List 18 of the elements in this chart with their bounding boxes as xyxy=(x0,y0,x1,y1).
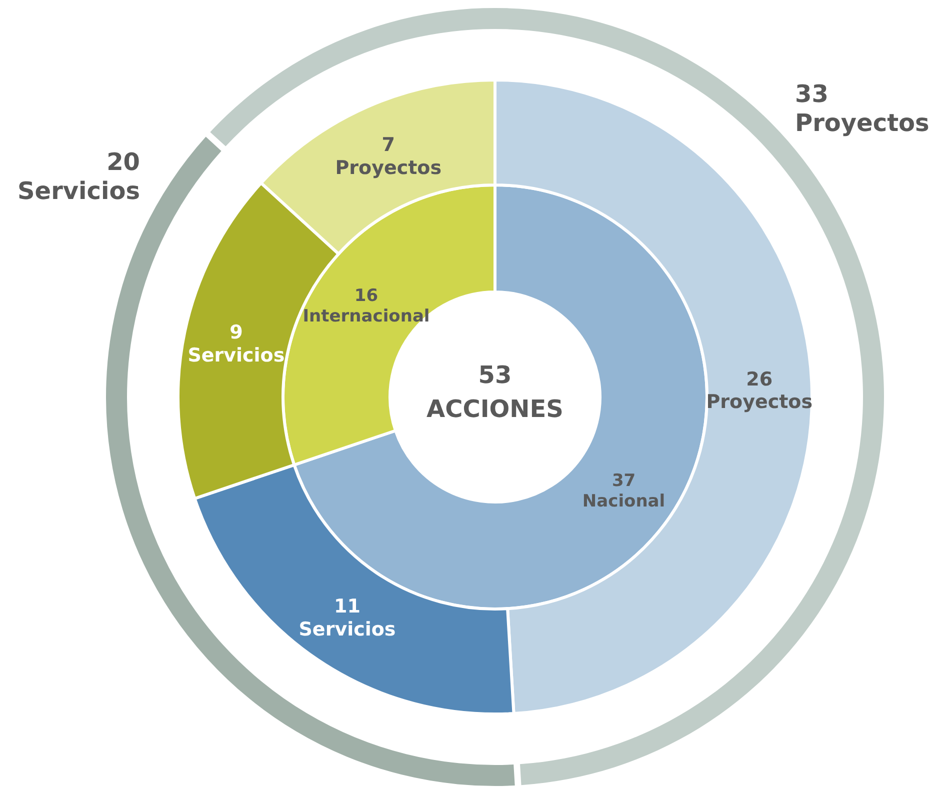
slice-label: Proyectos xyxy=(335,156,442,179)
data-label: 7 xyxy=(382,134,395,156)
data-label: 11 xyxy=(334,596,360,618)
slice-label: Proyectos xyxy=(706,391,813,414)
data-label: 20 xyxy=(106,148,140,176)
text: ACCIONES xyxy=(426,395,564,423)
text: 53 xyxy=(478,361,512,389)
slice-label: Servicios xyxy=(188,344,285,367)
slice-label: Proyectos xyxy=(795,109,930,137)
slice-label: Servicios xyxy=(18,177,140,205)
data-label: 37 xyxy=(612,471,636,491)
data-label: 16 xyxy=(354,286,378,306)
slice-label: Nacional xyxy=(582,491,666,512)
slice-label: Internacional xyxy=(302,306,430,327)
data-label: 33 xyxy=(795,80,828,108)
slice-label: Servicios xyxy=(298,618,396,640)
data-label: 9 xyxy=(230,322,243,344)
data-label: 26 xyxy=(746,368,773,390)
